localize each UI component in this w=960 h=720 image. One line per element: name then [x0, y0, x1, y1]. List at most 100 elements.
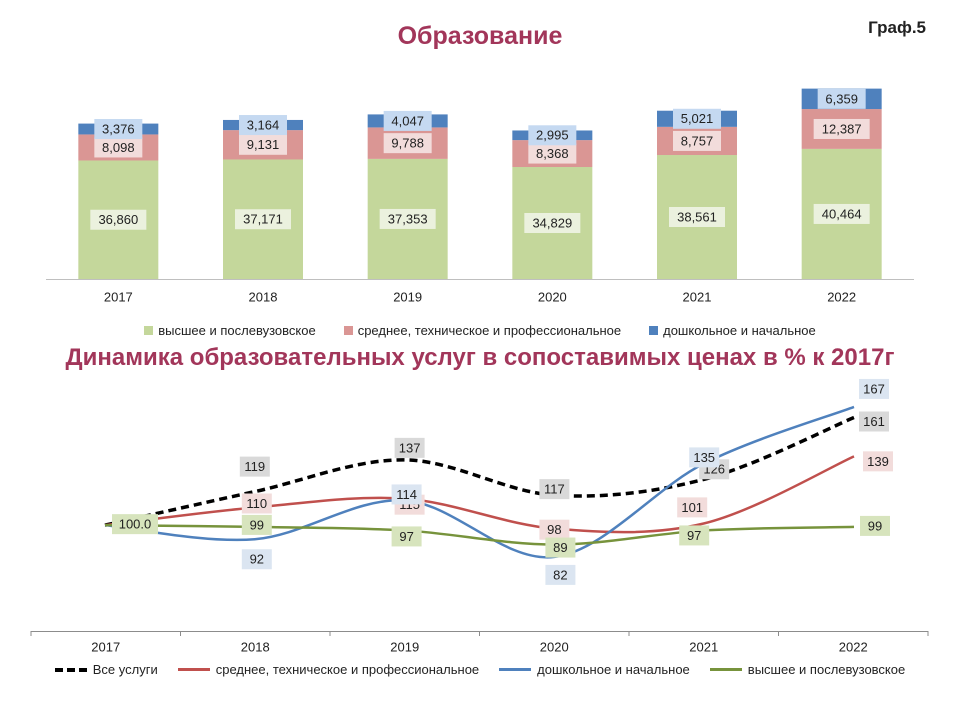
bar-label-higher-2020-bg [524, 213, 581, 234]
legend-label-all: Все услуги [92, 662, 158, 677]
bar-chart-title: Образование [397, 22, 563, 50]
bar-label-preschool-2017-bg [94, 119, 143, 140]
line-label-all-2019: 137 [399, 440, 421, 455]
bar-x-tick-2017: 2017 [104, 289, 133, 304]
line-label-all-2020-bg [539, 479, 570, 500]
bar-x-tick-2019: 2019 [393, 289, 422, 304]
bar-label-preschool-2020: 2,995 [536, 128, 569, 143]
bar-label-higher-2017: 36,860 [98, 212, 138, 227]
bar-label-secondary-2019-bg [383, 133, 432, 154]
legend-label-secondary: среднее, техническое и профессиональное [215, 662, 480, 677]
legend-swatch-higher [709, 668, 742, 671]
bar-label-preschool-2021: 5,021 [681, 111, 714, 126]
line-label-preschool-2022: 167 [863, 381, 885, 396]
bar-label-secondary-2020-bg [528, 143, 577, 164]
bar-label-preschool-2022: 6,359 [825, 91, 858, 106]
line-label-preschool-2021: 135 [693, 450, 715, 465]
bar-x-tick-2022: 2022 [827, 289, 856, 304]
bar-label-secondary-2017: 8,098 [102, 140, 135, 155]
legend-item-all: Все услуги [54, 662, 158, 677]
bar-label-secondary-2021-bg [673, 130, 721, 151]
bar-x-tick-2018: 2018 [249, 289, 278, 304]
bar-label-preschool-2018-bg [239, 115, 287, 136]
bar-label-higher-2019-bg [379, 208, 436, 229]
line-x-tick-2022: 2022 [839, 639, 868, 654]
line-series-preschool [104, 405, 855, 559]
line-label-all-2018: 119 [244, 459, 265, 474]
line-x-tick-2018: 2018 [241, 639, 270, 654]
legend-swatch-higher [144, 326, 154, 335]
line-label-all-2022-bg [859, 411, 889, 432]
bar-label-preschool-2017: 3,376 [102, 121, 135, 136]
line-label-higher-2021: 97 [687, 528, 701, 543]
legend-item-preschool: дошкольное и начальное [499, 662, 690, 677]
legend-label-higher: высшее и послевузовское [158, 323, 316, 338]
legend-swatch-secondary [177, 668, 210, 671]
line-x-tick-2019: 2019 [390, 639, 419, 654]
bar-label-secondary-2022: 12,387 [822, 121, 862, 136]
line-start-label-bg [112, 514, 158, 535]
legend-label-preschool: дошкольное и начальное [537, 662, 690, 677]
line-label-secondary-2018-bg [241, 493, 272, 514]
bar-label-secondary-2017-bg [94, 137, 143, 158]
line-chart-title-text: Динамика образовательных услуг в сопоста… [65, 344, 895, 371]
legend-swatch-all [54, 667, 87, 672]
line-label-preschool-2020-bg [545, 564, 576, 585]
legend-label-preschool: дошкольное и начальное [663, 323, 816, 338]
legend-item-secondary: среднее, техническое и профессиональное [343, 323, 622, 338]
line-label-secondary-2020-bg [539, 519, 570, 540]
line-series-secondary [104, 455, 855, 534]
line-label-secondary-2022-bg [863, 451, 893, 472]
bar-label-higher-2021: 38,561 [677, 209, 717, 224]
line-label-higher-2020: 89 [553, 540, 567, 555]
line-label-preschool-2019: 114 [396, 487, 417, 502]
bar-label-secondary-2018-bg [239, 134, 287, 155]
bar-label-higher-2022: 40,464 [822, 206, 862, 221]
legend-item-preschool: дошкольное и начальное [649, 323, 816, 338]
legend-swatch-secondary [343, 326, 353, 335]
line-label-preschool-2022-bg [859, 378, 889, 399]
line-x-tick-2017: 2017 [91, 639, 120, 654]
chart-number-label: Граф.5 [868, 18, 926, 37]
line-label-secondary-2020: 98 [547, 522, 561, 537]
line-series-higher [104, 523, 855, 546]
line-label-higher-2020-bg [545, 537, 576, 558]
line-label-higher-2018-bg [241, 514, 272, 535]
bar-label-secondary-2021: 8,757 [681, 133, 714, 148]
line-label-higher-2019: 97 [399, 529, 413, 544]
line-label-secondary-2021-bg [677, 497, 708, 518]
bar-x-tick-2021: 2021 [683, 289, 712, 304]
legend-label-higher: высшее и послевузовское [747, 662, 906, 677]
line-label-preschool-2020: 82 [553, 567, 567, 582]
bar-label-preschool-2018: 3,164 [247, 117, 280, 132]
line-chart-title: Динамика образовательных услуг в сопоста… [0, 344, 960, 372]
line-series-all [104, 415, 855, 527]
bar-label-preschool-2019: 4,047 [391, 113, 424, 128]
bar-label-higher-2018-bg [235, 209, 291, 230]
line-label-preschool-2018-bg [241, 549, 272, 570]
line-label-secondary-2022: 139 [867, 454, 889, 469]
line-label-secondary-2018: 110 [246, 496, 267, 511]
line-label-higher-2021-bg [679, 525, 710, 546]
line-label-preschool-2019-bg [391, 484, 422, 505]
bar-x-tick-2020: 2020 [538, 289, 567, 304]
bar-label-higher-2022-bg [813, 203, 870, 224]
legend-label-secondary: среднее, техническое и профессиональное [357, 323, 622, 338]
line-label-all-2019-bg [394, 437, 425, 458]
line-chart-legend: Все услуги среднее, техническое и професс… [0, 662, 960, 677]
line-label-all-2022: 161 [863, 414, 885, 429]
bar-label-preschool-2021-bg [673, 108, 721, 129]
bar-label-preschool-2020-bg [528, 125, 577, 146]
line-label-higher-2018: 99 [250, 517, 264, 532]
bar-label-higher-2021-bg [669, 207, 725, 228]
line-label-higher-2022: 99 [868, 518, 882, 533]
bar-label-higher-2020: 34,829 [532, 215, 572, 230]
bar-label-secondary-2018: 9,131 [247, 137, 280, 152]
line-label-all-2018-bg [239, 456, 270, 477]
legend-swatch-preschool [499, 668, 532, 671]
bar-label-higher-2017-bg [90, 209, 147, 230]
line-label-higher-2019-bg [391, 526, 422, 547]
line-label-preschool-2018: 92 [250, 552, 264, 567]
line-x-tick-2021: 2021 [689, 639, 718, 654]
